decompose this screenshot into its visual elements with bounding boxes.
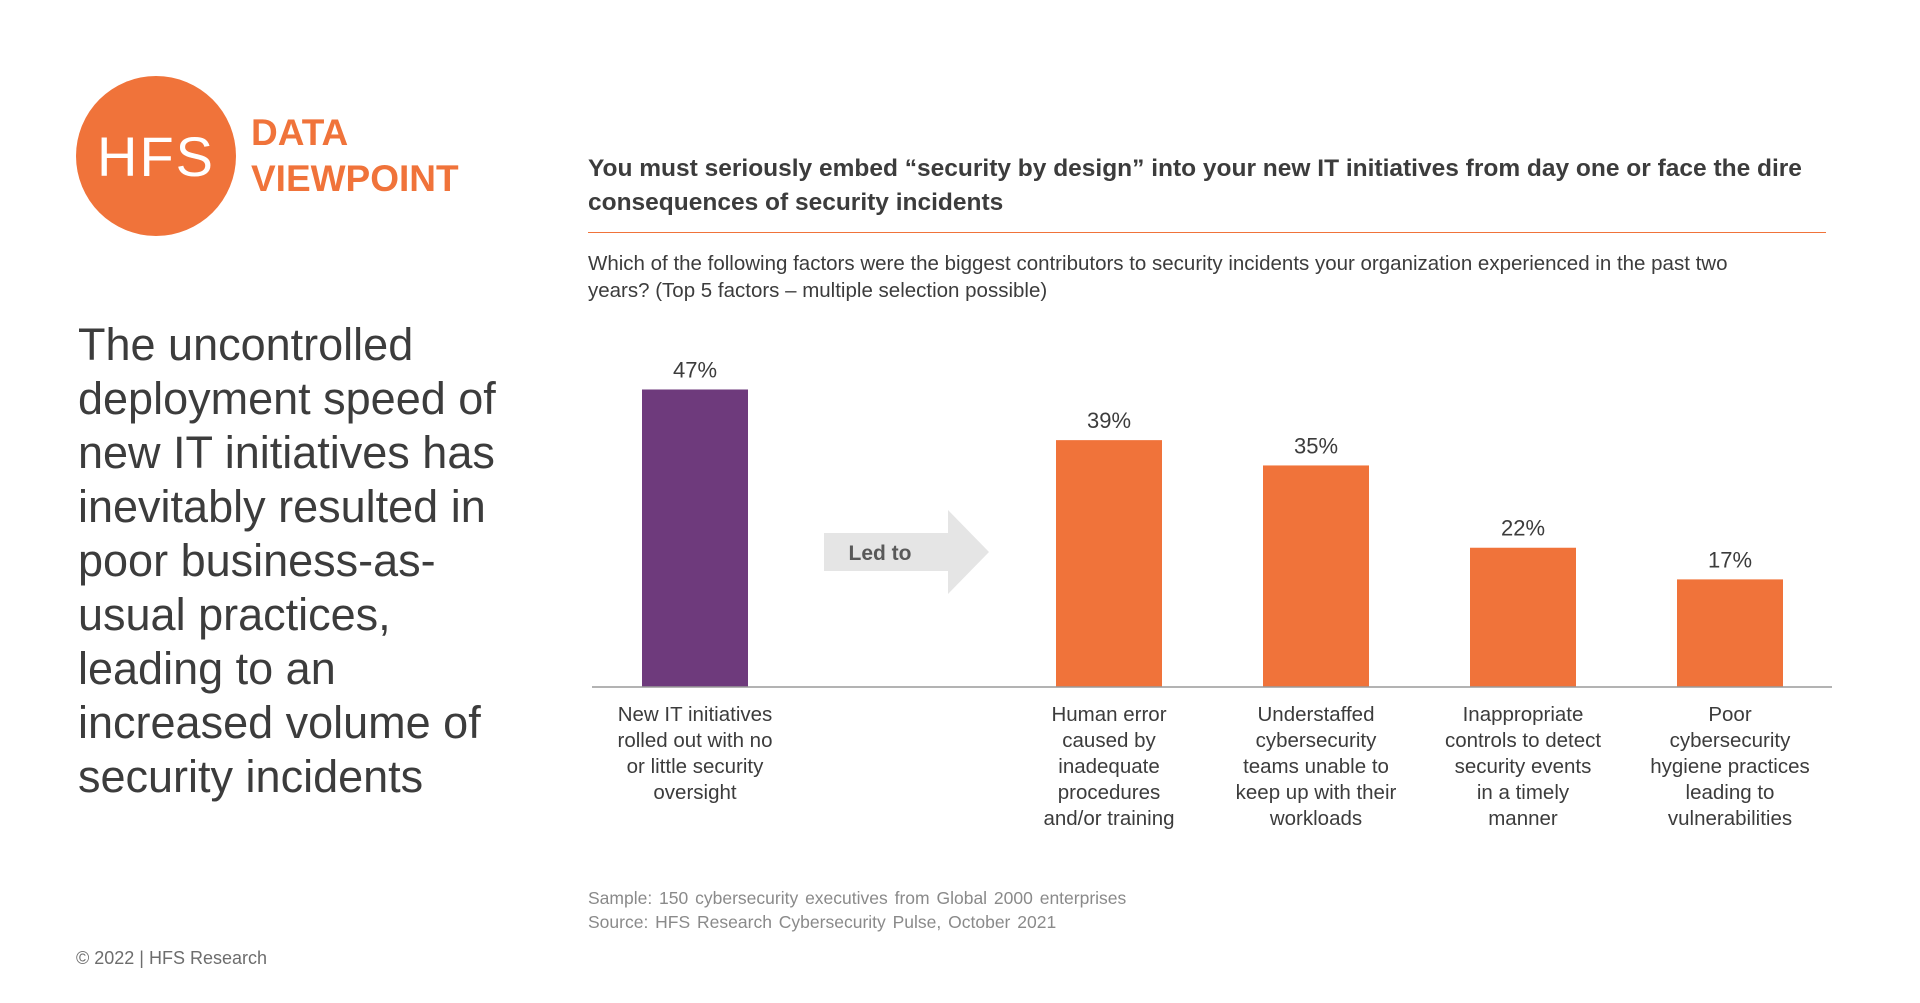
bar bbox=[1470, 547, 1576, 687]
category-label: Understaffed cybersecurity teams unable to… bbox=[1236, 703, 1397, 830]
title-divider bbox=[588, 232, 1826, 233]
footnotes: Sample: 150 cybersecurity executives fro… bbox=[588, 886, 1126, 934]
chart-title: You must seriously embed “security by de… bbox=[588, 155, 1802, 216]
data-label: 39% bbox=[1087, 408, 1131, 433]
category-label: Inappropriate controls to detect security … bbox=[1445, 703, 1601, 830]
survey-question: Which of the following factors were the … bbox=[588, 252, 1728, 302]
bar bbox=[642, 389, 748, 687]
data-label: 35% bbox=[1294, 433, 1338, 458]
source-note: Source: HFS Research Cybersecurity Pulse… bbox=[588, 912, 1057, 932]
led-to-label: Led to bbox=[849, 542, 912, 565]
sample-note: Sample: 150 cybersecurity executives fro… bbox=[588, 888, 1127, 908]
copyright: © 2022 | HFS Research bbox=[76, 948, 268, 968]
logo-line-2: VIEWPOINT bbox=[251, 158, 459, 199]
bar bbox=[1677, 579, 1783, 687]
data-label: 47% bbox=[673, 357, 717, 382]
logo-line-1: DATA bbox=[251, 112, 349, 153]
hfs-logo: HFS bbox=[76, 76, 236, 236]
bar bbox=[1056, 440, 1162, 687]
data-label: 17% bbox=[1708, 547, 1752, 572]
data-viewpoint-label: DATA VIEWPOINT bbox=[251, 110, 459, 202]
category-label: Human error caused by inadequate procedures… bbox=[1043, 703, 1174, 830]
category-label: New IT initiatives rolled out with no or l… bbox=[618, 703, 773, 804]
data-label: 22% bbox=[1501, 516, 1545, 541]
bar bbox=[1263, 465, 1369, 687]
category-label: Poor cybersecurity hygiene practices leadin… bbox=[1650, 703, 1810, 830]
right-arrow-icon bbox=[824, 510, 989, 594]
logo-mark: HFS bbox=[97, 124, 215, 188]
headline: The uncontrolled deployment speed of new… bbox=[78, 319, 496, 802]
